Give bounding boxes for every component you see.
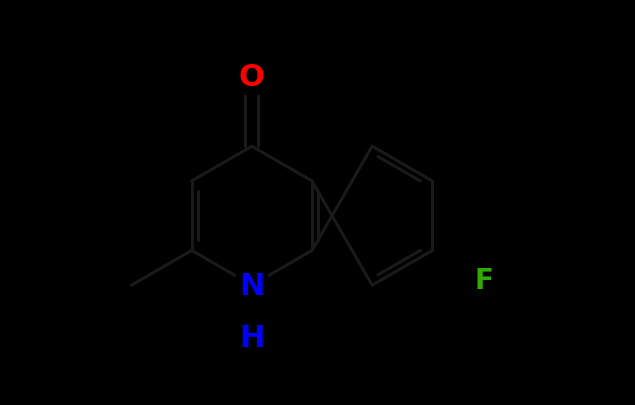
Text: N: N <box>239 271 265 300</box>
Text: O: O <box>239 63 265 92</box>
Text: F: F <box>474 266 493 294</box>
Text: H: H <box>239 323 265 352</box>
